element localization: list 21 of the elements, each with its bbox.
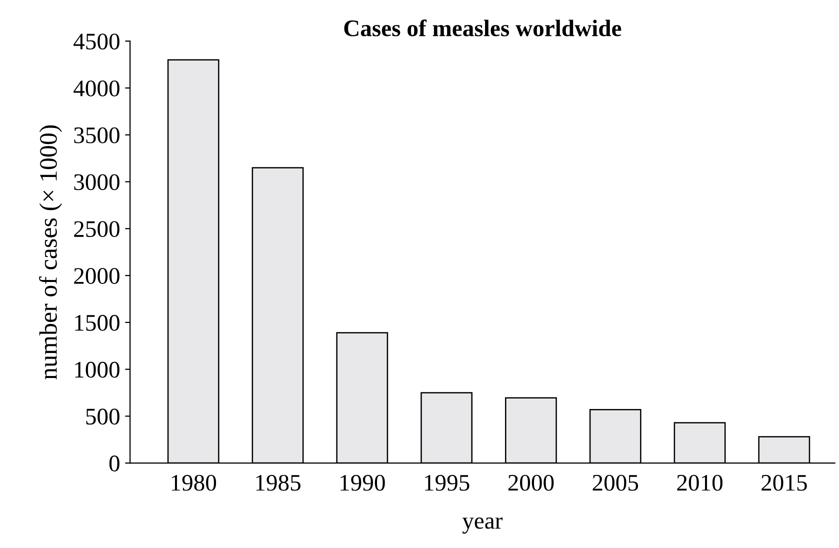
- y-tick-label: 3500: [74, 127, 120, 144]
- y-tick-label: 4500: [74, 34, 120, 50]
- y-axis-title: number of cases (× 1000): [39, 125, 62, 380]
- x-tick-label: 1995: [425, 474, 470, 491]
- chart-title: Cases of measles worldwide: [344, 19, 622, 36]
- x-tick-label: 2000: [508, 474, 554, 491]
- y-tick-label: 3000: [74, 174, 120, 190]
- y-tick-label: 4000: [74, 80, 120, 96]
- x-tick-label: 1985: [256, 474, 300, 491]
- y-tick-label: 1500: [75, 314, 120, 331]
- x-tick-label: 2010: [677, 474, 722, 491]
- y-tick-label: 2500: [74, 221, 120, 238]
- x-tick-label: 1990: [340, 474, 385, 491]
- x-tick-label: 2015: [762, 474, 807, 491]
- y-tick-label: 500: [86, 408, 120, 425]
- y-tick-label: 2000: [74, 268, 120, 284]
- x-axis-title: year: [462, 517, 503, 534]
- y-tick-label: 1000: [75, 362, 120, 378]
- x-tick-label: 2005: [592, 474, 638, 491]
- x-tick-label: 1980: [172, 474, 216, 491]
- y-tick-label: 0: [109, 456, 120, 472]
